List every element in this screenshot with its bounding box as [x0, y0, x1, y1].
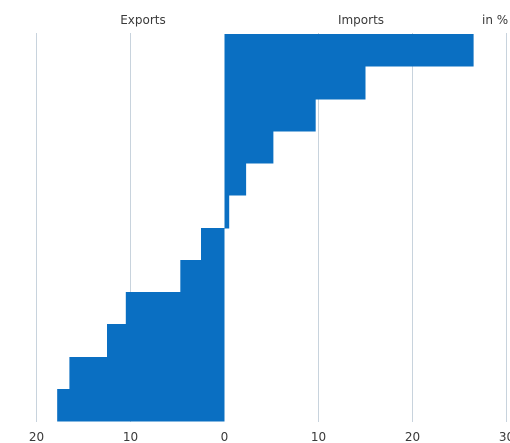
- x-tick-label: 10: [123, 430, 138, 443]
- x-tick-label: 0: [221, 430, 229, 443]
- exports-header: Exports: [120, 13, 166, 27]
- x-axis-ticks: 20 10 0 10 20 30: [29, 430, 510, 443]
- x-tick-label: 20: [405, 430, 420, 443]
- bars: [57, 34, 474, 422]
- bar: [224, 163, 247, 196]
- imports-header: Imports: [338, 13, 384, 27]
- bar: [180, 260, 225, 293]
- x-tick-label: 20: [29, 430, 44, 443]
- bar: [224, 131, 274, 164]
- bar: [224, 66, 366, 100]
- bar: [224, 99, 316, 132]
- bar: [107, 324, 225, 358]
- bar: [69, 357, 225, 390]
- unit-label: in %: [482, 13, 508, 27]
- x-tick-label: 10: [311, 430, 326, 443]
- bar: [125, 292, 225, 325]
- chart-header: Exports Imports in %: [120, 13, 508, 27]
- bar: [201, 228, 225, 261]
- x-tick-label: 30: [499, 430, 510, 443]
- bar: [57, 389, 225, 422]
- bar: [224, 34, 474, 67]
- bar: [224, 195, 230, 229]
